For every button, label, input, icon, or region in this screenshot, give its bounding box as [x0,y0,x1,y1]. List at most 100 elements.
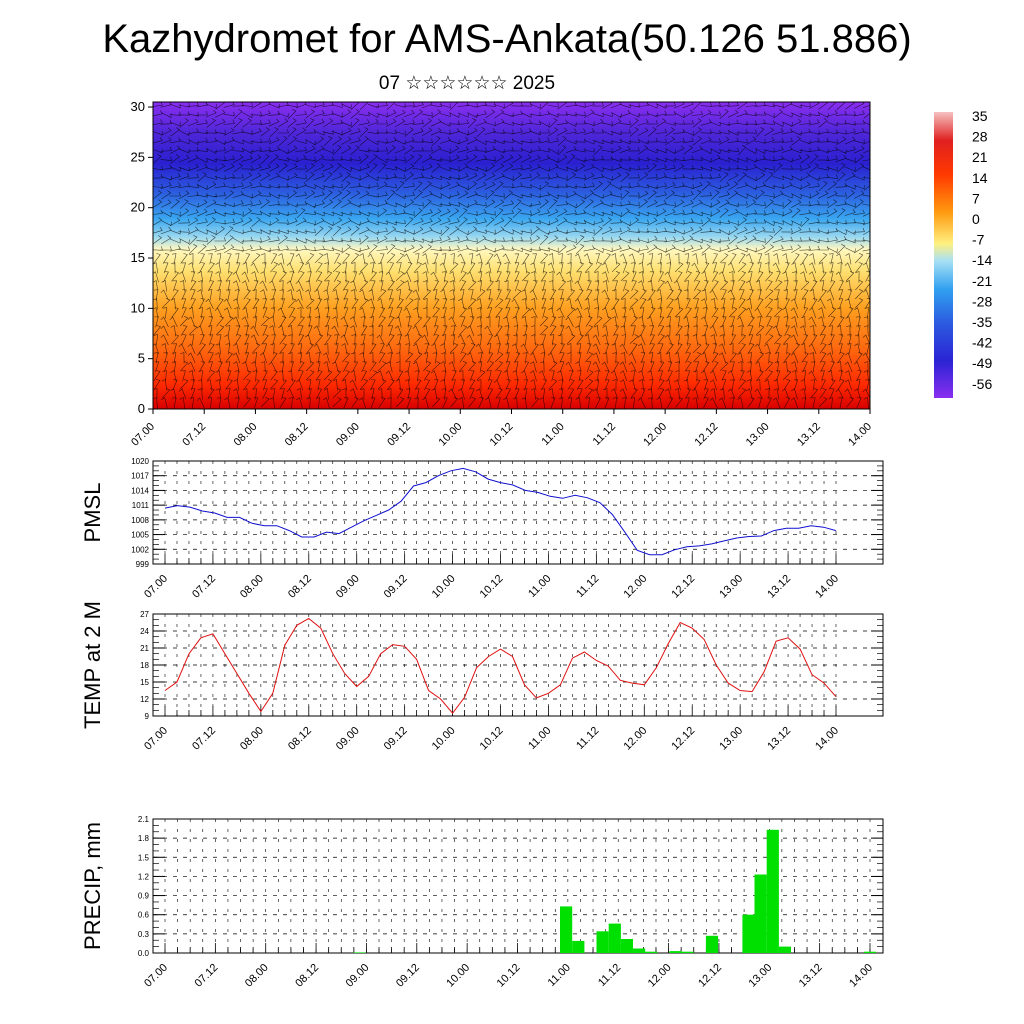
x-tick-label: 10.00 [430,725,458,753]
x-tick-label: 09.12 [382,725,410,753]
y-tick-label: 0.6 [138,911,150,920]
chart-subtitle: 07 ☆☆☆☆☆☆ 2025 [378,73,556,94]
y-tick-label: 1014 [131,486,149,495]
heatmap-y-tick-label: 10 [131,300,145,315]
x-tick-label: 08.12 [286,573,314,601]
heatmap-x-tick-label: 13.12 [795,421,823,449]
colorbar-ramp [934,112,953,398]
heatmap-y-tick-label: 0 [138,401,145,416]
x-tick-label: 08.12 [286,725,314,753]
x-tick-label: 13.00 [746,962,774,990]
panel-frame [152,818,884,954]
heatmap-panel: 0 5 10 15 20 25 30 07.00 07.12 08.00 08.12 09.00 09… [129,99,874,449]
colorbar-label: 35 [972,108,988,124]
wind-barb-field [153,102,870,409]
colorbar-label: -7 [972,232,985,248]
x-tick-label: 13.12 [765,725,793,753]
y-tick-label: 15 [140,678,149,687]
heatmap-x-tick-label: 07.12 [180,421,208,449]
precip-bar [645,951,658,953]
x-tick-label: 07.00 [142,725,170,753]
y-axis-label: PMSL [80,483,105,543]
panel-frame [152,460,884,565]
y-tick-label: 1008 [131,516,149,525]
y-tick-label: 12 [140,695,149,704]
heatmap-x-tick-label: 11.12 [591,421,618,448]
x-tick-label: 14.00 [847,962,875,990]
colorbar-label: -56 [972,376,992,392]
heatmap-field [153,102,870,409]
colorbar-label: 7 [972,190,980,206]
y-tick-label: 999 [136,560,150,569]
heatmap-x-tick-label: 12.12 [693,421,721,449]
x-tick-label: 08.00 [238,725,266,753]
x-tick-label: 12.00 [621,725,649,753]
y-tick-label: 9 [145,712,150,721]
y-tick-label: 1.2 [138,872,150,881]
y-tick-label: 27 [140,610,149,619]
y-tick-label: 1005 [131,531,149,540]
x-tick-label: 07.12 [193,962,221,990]
x-tick-label: 09.12 [394,962,422,990]
heatmap-x-tick-label: 08.00 [232,421,260,449]
precip-bar [353,952,366,953]
x-tick-label: 13.00 [717,725,745,753]
x-tick-label: 12.12 [696,962,724,990]
colorbar-label: 14 [972,170,988,186]
series-line [164,617,837,715]
x-tick-label: 09.00 [334,573,362,601]
colorbar-label: -42 [972,335,992,351]
precip-bar [669,951,682,953]
x-tick-label: 14.00 [813,725,841,753]
x-tick-label: 12.12 [669,725,697,753]
temp-panel: 27 24 21 18 15 12 9 07.00 07.12 08.00 08.12 09.00 09… [80,601,884,753]
x-tick-label: 11.12 [596,962,623,989]
heatmap-y-tick-label: 25 [131,149,145,164]
wind-barbs [153,102,870,409]
colorbar-label: -28 [972,293,992,309]
x-tick-label: 09.00 [344,962,372,990]
heatmap-x-tick-label: 11.00 [539,421,566,448]
y-tick-label: 1017 [131,472,149,481]
y-tick-label: 18 [140,661,149,670]
precip-bar [863,951,877,953]
precip-bar [754,874,767,953]
colorbar-labels: 35 28 21 14 7 0 -7 -14 -21 -28 -35 -42 -49 -56 [972,108,992,392]
x-tick-label: 08.12 [293,962,321,990]
precip-bar [560,906,573,953]
x-tick-label: 10.00 [444,962,472,990]
precip-bar [633,948,646,953]
colorbar-label: -35 [972,314,992,330]
series-line [164,467,837,556]
y-tick-label: 0.3 [138,930,150,939]
heatmap-x-tick-label: 07.00 [129,421,157,449]
heatmap-x-tick-label: 10.12 [488,421,516,449]
x-tick-label: 12.00 [621,573,649,601]
y-axis-label: PRECIP, mm [80,822,105,950]
precip-bar [742,914,755,953]
x-tick-label: 08.00 [243,962,271,990]
x-tick-label: 07.12 [190,573,218,601]
y-tick-label: 24 [140,627,149,636]
y-tick-label: 1020 [131,457,149,466]
precip-bar [705,935,719,953]
heatmap-y-axis: 0 5 10 15 20 25 30 [131,99,153,416]
heatmap-y-tick-label: 15 [131,250,145,265]
y-tick-label: 21 [140,644,149,653]
y-tick-label: 0.9 [138,892,150,901]
colorbar-label: 0 [972,211,980,227]
x-tick-label: 11.12 [574,725,601,752]
precip-bar [572,940,585,953]
x-tick-label: 11.12 [574,573,601,600]
heatmap-x-tick-label: 10.00 [436,421,464,449]
x-tick-label: 09.12 [382,573,410,601]
heatmap-x-tick-label: 09.12 [385,421,413,449]
chart-title: Kazhydromet for AMS-Ankata(50.126 51.886… [102,17,912,61]
x-tick-label: 07.12 [190,725,218,753]
y-tick-label: 1.5 [138,853,150,862]
y-tick-label: 0.0 [138,949,150,958]
colorbar: 35 28 21 14 7 0 -7 -14 -21 -28 -35 -42 -49 -56 [934,108,992,398]
colorbar-label: 21 [972,149,988,165]
colorbar-label: -49 [972,355,992,371]
